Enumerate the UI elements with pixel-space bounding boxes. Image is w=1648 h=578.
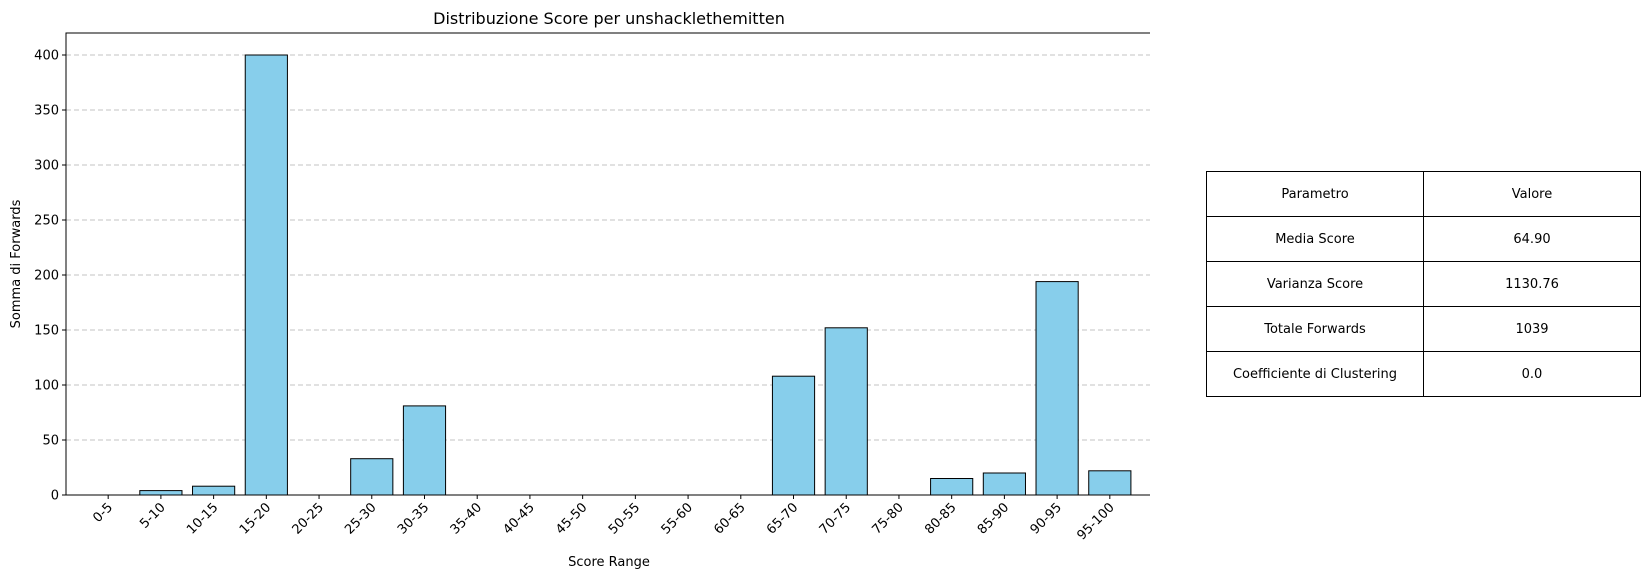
table-cell-value: 1039 [1423, 306, 1641, 352]
bar [1088, 470, 1132, 496]
table-row: Varianza Score 1130.76 [1206, 261, 1641, 307]
bar [244, 54, 288, 496]
x-tick-label: 85-90 [975, 500, 1012, 537]
table-cell-value: 64.90 [1423, 216, 1641, 262]
x-tick-label: 45-50 [553, 500, 590, 537]
bar [824, 327, 868, 496]
y-tick-label: 350 [34, 104, 59, 119]
x-tick-label: 65-70 [764, 500, 801, 537]
table-cell-value: 1130.76 [1423, 261, 1641, 307]
y-axis-label: Somma di Forwards [9, 199, 24, 328]
bar [402, 405, 447, 496]
y-tick-label: 300 [34, 159, 59, 174]
x-tick-label: 50-55 [606, 500, 643, 537]
bar [139, 490, 183, 496]
x-tick-label: 35-40 [448, 500, 485, 537]
x-tick-label: 30-35 [395, 500, 432, 537]
plot-frame [65, 32, 1150, 496]
y-tick-label: 200 [34, 269, 59, 284]
x-ticks: 0-5 5-10 10-15 15-20 20-25 25-30 30-35 35-40 40-… [90, 495, 1118, 543]
x-tick-label: 25-30 [342, 500, 379, 537]
bar [192, 485, 236, 496]
x-tick-label: 75-80 [869, 500, 906, 537]
x-tick-label: 0-5 [90, 500, 116, 526]
grid-lines [66, 54, 1150, 496]
chart-title: Distribuzione Score per unshacklethemitt… [433, 9, 785, 28]
x-tick-label: 40-45 [500, 500, 537, 537]
table-cell-param: Coefficiente di Clustering [1206, 351, 1424, 397]
table-cell-param: Varianza Score [1206, 261, 1424, 307]
bar [930, 478, 974, 496]
table-cell-value: 0.0 [1423, 351, 1641, 397]
x-axis-label: Score Range [568, 555, 650, 570]
bar [982, 472, 1026, 496]
bars [139, 54, 1132, 496]
y-tick-label: 150 [34, 324, 59, 339]
y-tick-label: 100 [34, 379, 59, 394]
table-header-value: Valore [1423, 171, 1641, 217]
table-row: Totale Forwards 1039 [1206, 306, 1641, 352]
x-tick-label: 10-15 [184, 500, 221, 537]
table-header-row: Parametro Valore [1206, 171, 1641, 217]
x-tick-label: 55-60 [659, 500, 696, 537]
table-row: Media Score 64.90 [1206, 216, 1641, 262]
table-row: Coefficiente di Clustering 0.0 [1206, 351, 1641, 397]
x-tick-label: 5-10 [137, 500, 168, 531]
y-tick-label: 400 [34, 49, 59, 64]
bar [350, 458, 394, 496]
bar [1035, 281, 1079, 496]
y-tick-label: 0 [51, 489, 59, 504]
bar-chart: 0 50 100 150 200 250 300 350 400 0-5 5-10 10-15 15-… [9, 9, 1150, 570]
y-tick-label: 250 [34, 214, 59, 229]
y-ticks: 0 50 100 150 200 250 300 350 400 [34, 49, 66, 504]
stats-table: Parametro Valore Media Score 64.90 Varia… [1206, 171, 1641, 397]
x-tick-label: 15-20 [237, 500, 274, 537]
x-tick-label: 20-25 [290, 500, 327, 537]
table-cell-param: Totale Forwards [1206, 306, 1424, 352]
y-tick-label: 50 [42, 434, 59, 449]
x-tick-label: 60-65 [711, 500, 748, 537]
x-tick-label: 70-75 [817, 500, 854, 537]
x-tick-label: 95-100 [1074, 500, 1117, 543]
table-header-param: Parametro [1206, 171, 1424, 217]
bar [771, 375, 816, 496]
table-cell-param: Media Score [1206, 216, 1424, 262]
x-tick-label: 80-85 [922, 500, 959, 537]
axes [65, 32, 1150, 496]
x-tick-label: 90-95 [1028, 500, 1065, 537]
